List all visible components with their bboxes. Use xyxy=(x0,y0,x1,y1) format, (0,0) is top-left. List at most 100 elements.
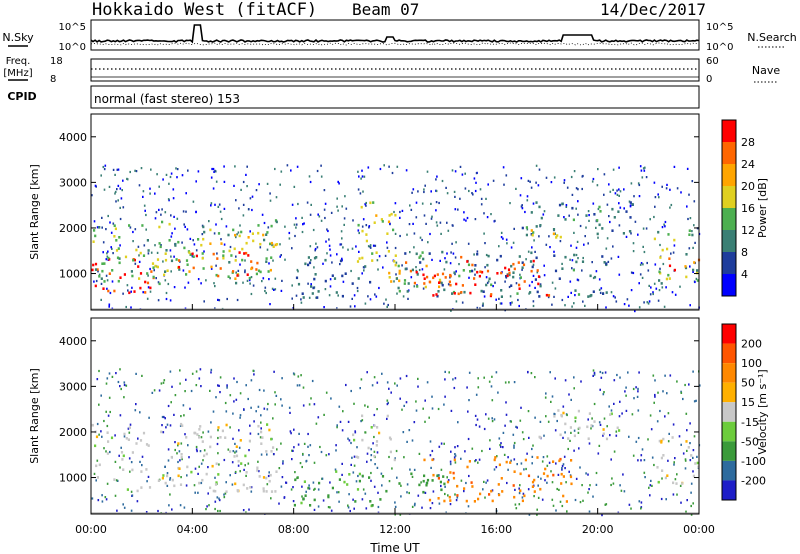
speck-cell xyxy=(280,398,282,401)
speck-cell xyxy=(103,168,106,171)
region-7-cell xyxy=(603,261,606,264)
speck-cell xyxy=(603,417,606,420)
speck-cell xyxy=(130,290,132,293)
speck-cell xyxy=(652,291,654,294)
speck-cell xyxy=(664,415,666,418)
speck-cell xyxy=(336,491,338,494)
speck-cell xyxy=(234,165,236,168)
region-4-cell xyxy=(449,499,452,502)
speck-cell xyxy=(288,231,291,235)
speck-cell xyxy=(156,251,159,254)
speck-cell xyxy=(406,440,408,443)
speck-cell xyxy=(114,173,116,176)
speck-cell xyxy=(328,294,331,297)
speck-cell xyxy=(220,238,222,241)
region-1-cell xyxy=(178,268,181,271)
speck-cell xyxy=(545,392,547,395)
speck-cell xyxy=(477,377,479,380)
speck-cell xyxy=(581,187,583,191)
region-4-cell xyxy=(456,484,459,488)
speck-cell xyxy=(686,205,688,208)
speck-cell xyxy=(378,286,380,290)
speck-cell xyxy=(626,298,629,301)
speck-cell xyxy=(444,370,446,373)
speck-cell xyxy=(173,286,176,289)
speck-cell xyxy=(561,468,563,471)
region-1-cell xyxy=(185,273,188,276)
speck-cell xyxy=(291,247,293,250)
region-1-cell xyxy=(358,479,361,483)
region-7-cell xyxy=(553,254,556,257)
speck-cell xyxy=(114,460,117,463)
speck-cell xyxy=(536,271,539,274)
speck-cell xyxy=(249,197,252,200)
region-10-cell xyxy=(535,225,538,228)
speck-cell xyxy=(255,189,258,192)
speck-cell xyxy=(399,210,401,214)
speck-cell xyxy=(538,168,541,171)
speck-cell xyxy=(246,279,249,282)
speck-cell xyxy=(91,194,93,197)
region-5-cell xyxy=(358,257,361,260)
region-10-cell xyxy=(617,210,620,213)
speck-cell xyxy=(251,208,253,212)
speck-cell xyxy=(463,490,465,493)
speck-cell xyxy=(446,476,448,479)
speck-cell xyxy=(235,450,238,453)
speck-cell xyxy=(579,466,581,469)
speck-cell xyxy=(272,259,274,262)
speck-cell xyxy=(642,245,644,248)
region-0-cell xyxy=(121,458,124,461)
region-4-cell xyxy=(552,460,555,463)
speck-cell xyxy=(131,494,134,497)
region-5-cell xyxy=(616,426,619,430)
speck-cell xyxy=(138,184,141,187)
region-4-cell xyxy=(569,475,573,479)
speck-cell xyxy=(273,288,275,291)
region-4-cell xyxy=(473,500,476,503)
speck-cell xyxy=(525,467,527,471)
region-7-cell xyxy=(486,263,489,267)
speck-cell xyxy=(383,164,385,167)
colorbar-segment xyxy=(722,274,736,296)
speck-cell xyxy=(632,242,635,245)
speck-cell xyxy=(647,269,650,272)
speck-cell xyxy=(523,468,525,471)
speck-cell xyxy=(115,200,117,203)
colorbar-segment xyxy=(722,421,736,442)
speck-cell xyxy=(238,207,240,210)
speck-cell xyxy=(224,492,227,495)
speck-cell xyxy=(154,244,156,247)
speck-cell xyxy=(369,246,372,249)
region-0-cell xyxy=(203,454,206,458)
speck-cell xyxy=(509,274,511,277)
speck-cell xyxy=(643,471,646,474)
region-1-cell xyxy=(135,248,138,252)
speck-cell xyxy=(337,180,339,183)
speck-cell xyxy=(386,399,389,402)
speck-cell xyxy=(559,240,562,243)
speck-cell xyxy=(476,306,479,309)
speck-cell xyxy=(308,484,310,487)
speck-cell xyxy=(187,444,189,447)
speck-cell xyxy=(361,419,364,422)
speck-cell xyxy=(679,484,682,487)
region-12-cell xyxy=(657,230,660,234)
region-2-cell xyxy=(246,273,249,276)
speck-cell xyxy=(652,374,655,377)
speck-cell xyxy=(176,176,178,179)
speck-cell xyxy=(369,244,372,247)
speck-cell xyxy=(519,484,521,487)
speck-cell xyxy=(575,477,578,480)
speck-cell xyxy=(169,424,172,427)
region-2-cell xyxy=(250,260,253,263)
region-1-cell xyxy=(228,249,231,253)
speck-cell xyxy=(199,368,202,371)
region-3-cell xyxy=(410,472,413,476)
speck-cell xyxy=(361,498,364,501)
region-6-cell xyxy=(409,269,412,273)
region-3-cell xyxy=(422,490,425,494)
speck-cell xyxy=(597,236,599,239)
region-5-cell xyxy=(564,422,567,426)
speck-cell xyxy=(336,197,338,200)
